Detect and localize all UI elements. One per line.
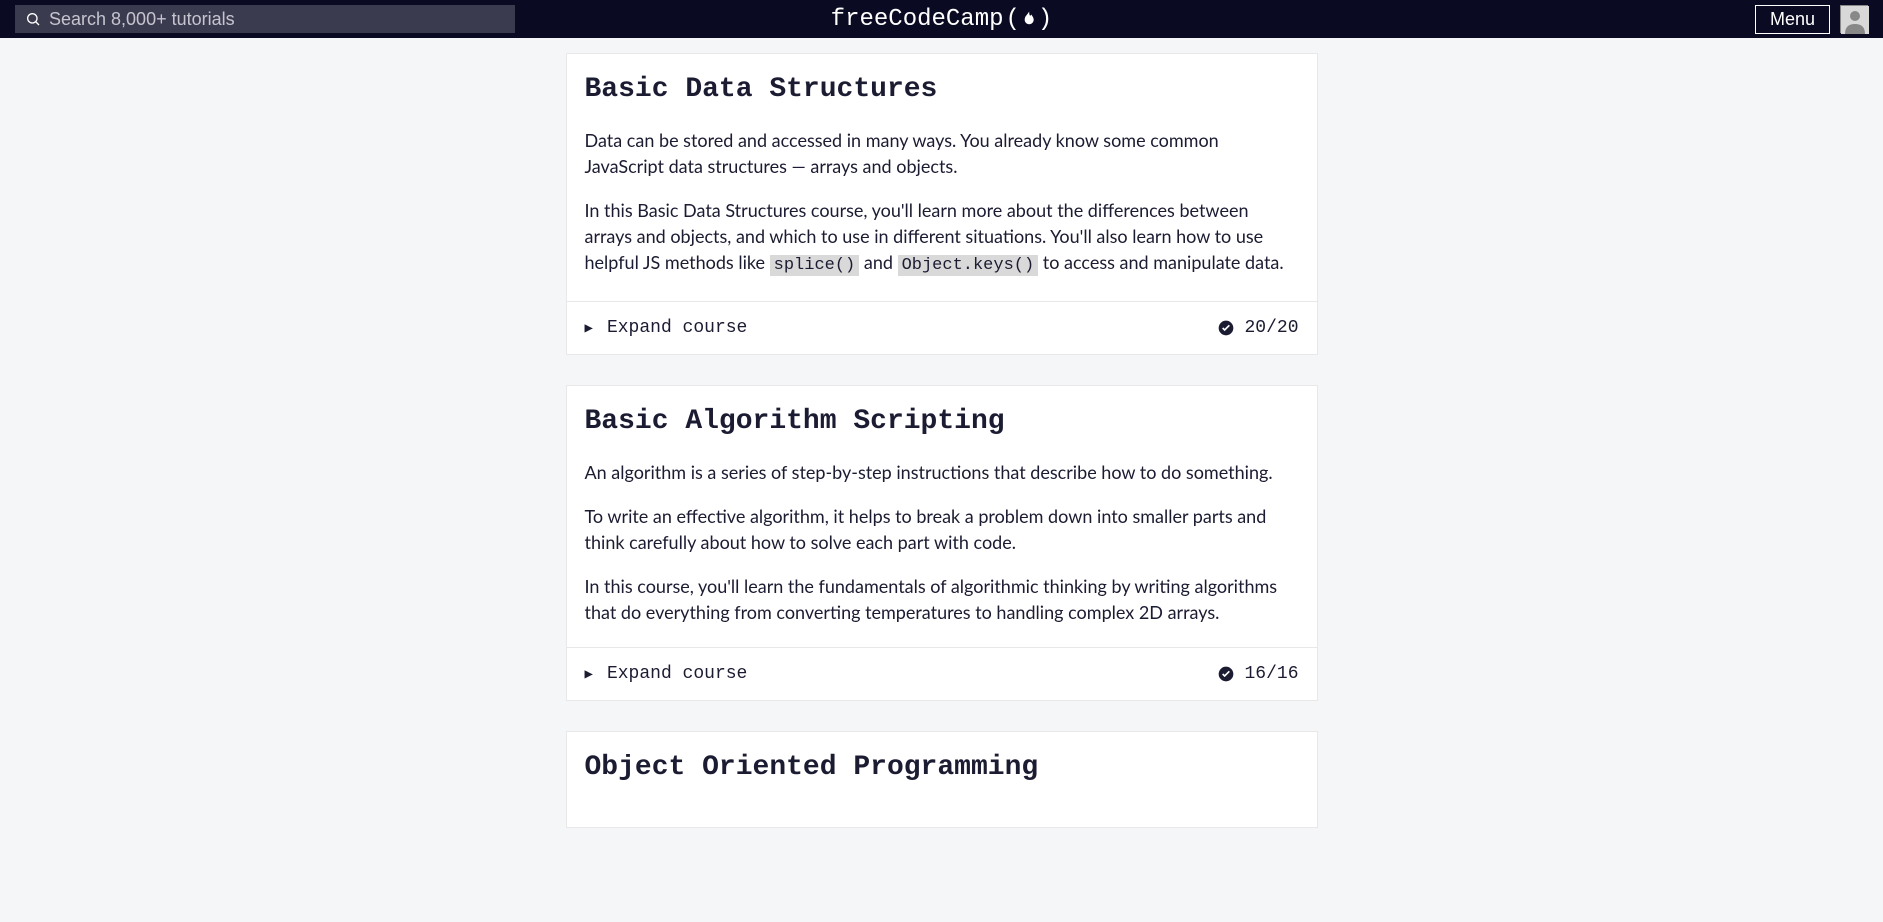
course-body: Basic Data Structures Data can be stored…: [567, 54, 1317, 301]
course-paragraph: To write an effective algorithm, it help…: [585, 503, 1299, 555]
search-icon: [25, 11, 41, 27]
course-footer: ▶ Expand course 20/20: [567, 301, 1317, 354]
expand-label: Expand course: [607, 664, 747, 684]
course-card: Object Oriented Programming: [566, 731, 1318, 828]
expand-course-button[interactable]: ▶ Expand course: [585, 664, 748, 684]
fire-icon: (): [1006, 6, 1053, 33]
course-title: Object Oriented Programming: [585, 752, 1299, 783]
logo[interactable]: freeCodeCamp (): [831, 6, 1053, 33]
course-title: Basic Data Structures: [585, 74, 1299, 105]
course-footer: ▶ Expand course 16/16: [567, 647, 1317, 700]
navbar: freeCodeCamp () Menu: [0, 0, 1883, 38]
logo-text: freeCodeCamp: [831, 6, 1004, 33]
course-body: Object Oriented Programming: [567, 732, 1317, 827]
progress-text: 16/16: [1244, 664, 1298, 684]
search-input[interactable]: [49, 9, 505, 30]
expand-course-button[interactable]: ▶ Expand course: [585, 318, 748, 338]
course-paragraph: In this course, you'll learn the fundame…: [585, 573, 1299, 625]
course-paragraph: Data can be stored and accessed in many …: [585, 127, 1299, 179]
menu-button[interactable]: Menu: [1755, 5, 1830, 34]
expand-label: Expand course: [607, 318, 747, 338]
course-card: Basic Algorithm Scripting An algorithm i…: [566, 385, 1318, 701]
check-circle-icon: [1218, 666, 1234, 682]
course-description: Data can be stored and accessed in many …: [585, 127, 1299, 279]
course-paragraph: An algorithm is a series of step-by-step…: [585, 459, 1299, 485]
course-description: An algorithm is a series of step-by-step…: [585, 459, 1299, 625]
course-title: Basic Algorithm Scripting: [585, 406, 1299, 437]
course-paragraph: In this Basic Data Structures course, yo…: [585, 197, 1299, 279]
course-progress: 16/16: [1218, 664, 1298, 684]
course-progress: 20/20: [1218, 318, 1298, 338]
avatar[interactable]: [1840, 5, 1868, 33]
content: Basic Data Structures Data can be stored…: [566, 38, 1318, 828]
progress-text: 20/20: [1244, 318, 1298, 338]
search-container[interactable]: [15, 5, 515, 33]
course-card: Basic Data Structures Data can be stored…: [566, 53, 1318, 355]
check-circle-icon: [1218, 320, 1234, 336]
caret-right-icon: ▶: [585, 320, 593, 337]
nav-right: Menu: [1755, 5, 1868, 34]
course-body: Basic Algorithm Scripting An algorithm i…: [567, 386, 1317, 647]
caret-right-icon: ▶: [585, 666, 593, 683]
